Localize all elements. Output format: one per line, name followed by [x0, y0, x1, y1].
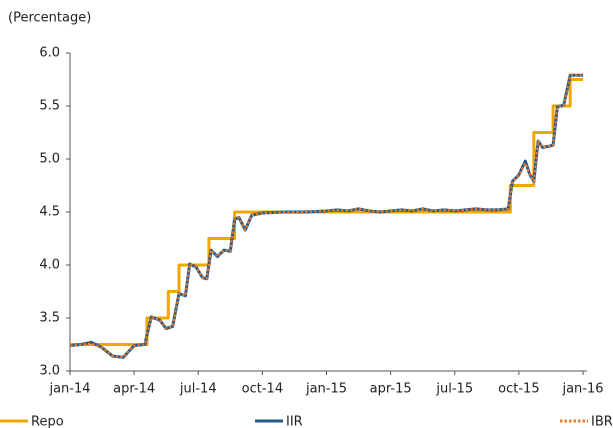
y-tick-label: 5.5: [39, 99, 60, 114]
x-tick-label: jul-15: [435, 382, 473, 397]
x-tick-label: oct-15: [498, 382, 539, 397]
y-tick-label: 3.5: [39, 311, 60, 326]
series-line: [69, 74, 583, 359]
y-tick-label: 4.0: [39, 258, 60, 273]
series-line: [69, 73, 583, 359]
y-axis-label: (Percentage): [8, 11, 91, 26]
x-tick-label: jan-16: [561, 382, 603, 397]
y-tick-label: 5.0: [39, 152, 60, 167]
x-tick-label: apr-14: [113, 382, 155, 397]
legend-label: IIR: [286, 415, 303, 428]
x-tick-label: apr-15: [370, 382, 412, 397]
x-tick-label: jan-15: [305, 382, 347, 397]
x-tick-label: jan-14: [48, 382, 90, 397]
x-tick-label: oct-14: [242, 382, 283, 397]
x-tick-label: jul-14: [179, 382, 217, 397]
legend-label: Repo: [31, 415, 64, 428]
legend-label: IBR: [591, 415, 613, 428]
y-tick-label: 4.5: [39, 205, 60, 220]
y-tick-label: 3.0: [39, 364, 60, 379]
y-tick-label: 6.0: [39, 46, 60, 61]
